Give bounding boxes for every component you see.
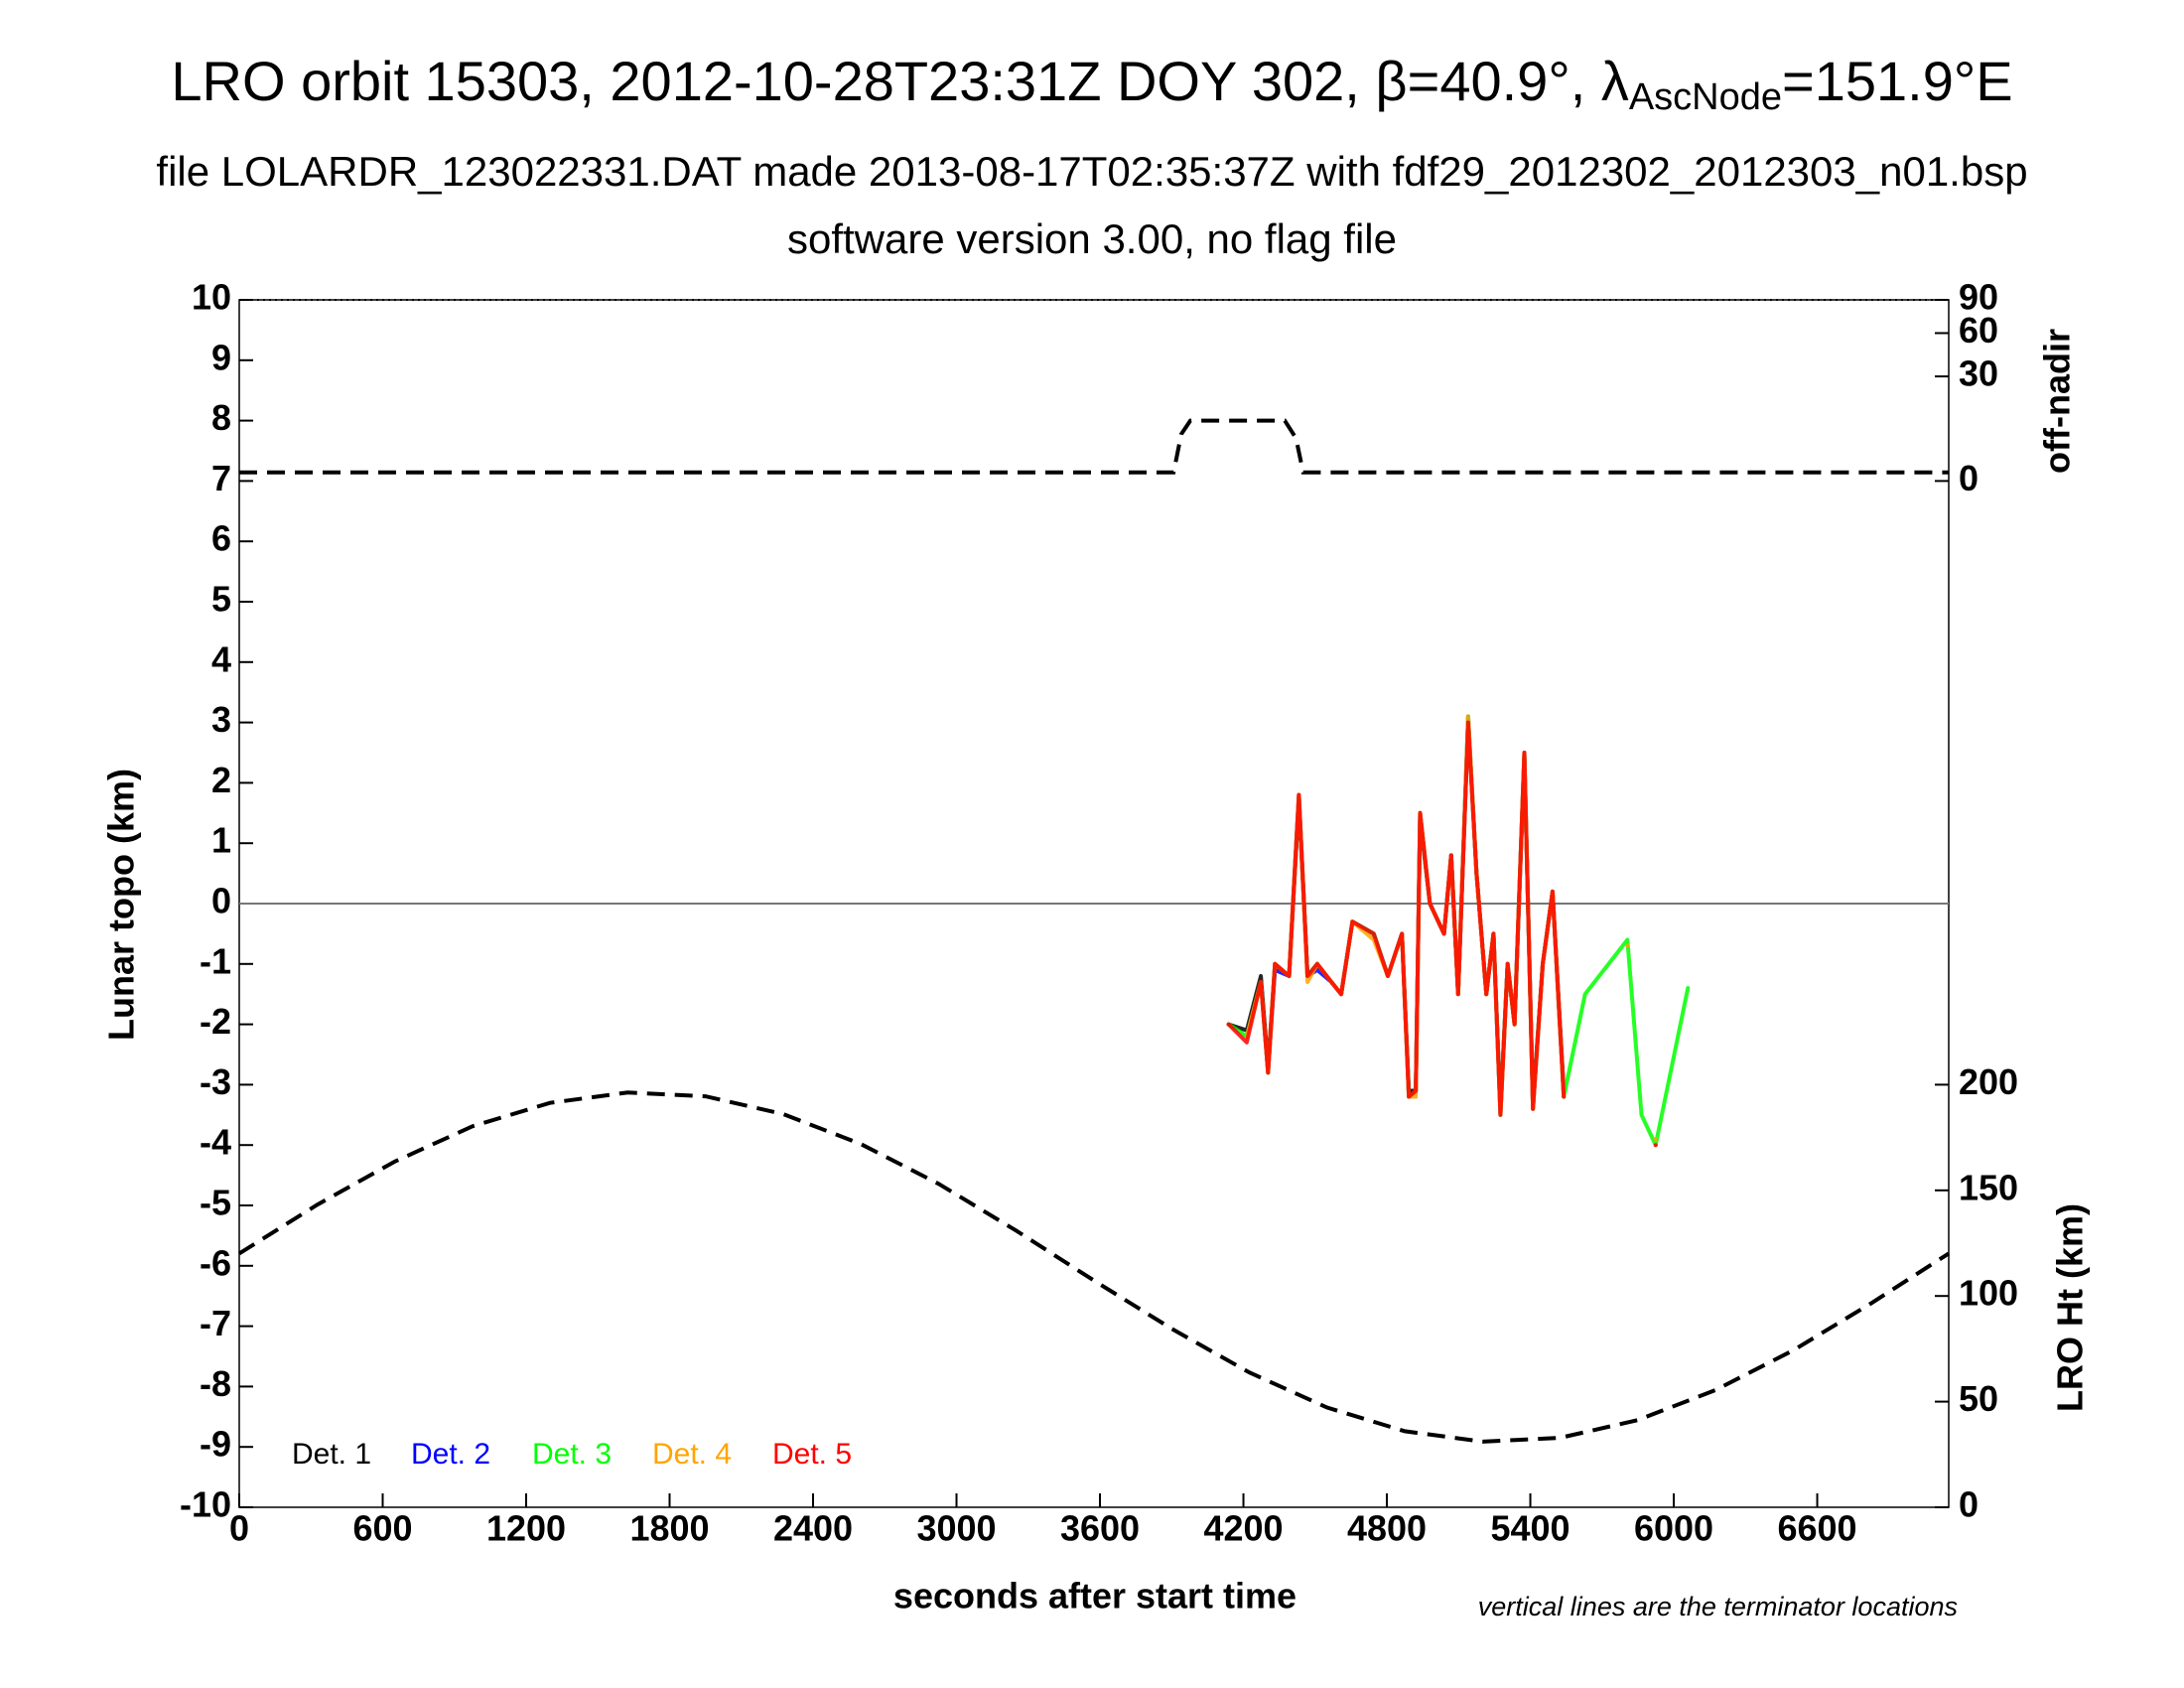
legend-entry: Det. 1	[292, 1438, 371, 1471]
legend-entry: Det. 5	[772, 1438, 852, 1471]
y-tick-label: 1	[211, 820, 231, 861]
note: vertical lines are the terminator locati…	[1478, 1592, 1958, 1621]
y-tick-label: -8	[200, 1363, 231, 1404]
y-tick-label: -3	[200, 1061, 231, 1102]
y-tick-label: 4	[211, 638, 231, 679]
x-tick-label: 4200	[1203, 1508, 1283, 1549]
y2-tick-label: 0	[1959, 458, 1979, 498]
y-tick-label: -5	[200, 1183, 231, 1223]
topo-trace	[1226, 720, 1567, 1111]
x-tick-label: 0	[229, 1508, 249, 1549]
y2-tick-label: 60	[1959, 310, 1998, 351]
y-tick-label: 8	[211, 397, 231, 438]
x-tick-label: 3000	[916, 1508, 996, 1549]
y-tick-label: -2	[200, 1001, 231, 1042]
x-tick-label: 3600	[1060, 1508, 1140, 1549]
off-nadir-line	[239, 418, 1949, 475]
y3-tick-label: 200	[1959, 1061, 2018, 1102]
y-tick-label: 3	[211, 699, 231, 740]
y2-tick-label: 90	[1959, 277, 1998, 318]
x-tick-label: 2400	[773, 1508, 853, 1549]
subtitle2: software version 3.00, no flag file	[787, 215, 1397, 262]
title-subscript: AscNode	[1629, 76, 1782, 118]
chart-title: LRO orbit 15303, 2012-10-28T23:31Z DOY 3…	[171, 50, 2012, 118]
y-tick-label: 7	[211, 458, 231, 498]
y-tick-label: 5	[211, 579, 231, 620]
x-tick-label: 4800	[1347, 1508, 1427, 1549]
legend-entry: Det. 3	[532, 1438, 612, 1471]
topo-trace	[1226, 720, 1567, 1117]
y-tick-label: -9	[200, 1424, 231, 1465]
y-tick-label: -6	[200, 1242, 231, 1283]
x-tick-label: 5400	[1490, 1508, 1570, 1549]
y3-tick-label: 150	[1959, 1167, 2018, 1207]
x-tick-label: 1800	[629, 1508, 709, 1549]
x-tick-label: 1200	[486, 1508, 566, 1549]
x-tick-label: 6600	[1777, 1508, 1856, 1549]
height-line	[237, 1090, 1951, 1444]
y3-tick-label: 0	[1959, 1484, 1979, 1525]
y3-axis-label: LRO Ht (km)	[2050, 1203, 2091, 1412]
topo-trace	[1226, 714, 1691, 1148]
x-tick-label: 6000	[1634, 1508, 1713, 1549]
y-tick-label: -7	[200, 1303, 231, 1343]
y-tick-label: 9	[211, 337, 231, 377]
y2-axis-label: off-nadir	[2037, 329, 2078, 474]
y-axis-label: Lunar topo (km)	[101, 769, 142, 1041]
x-tick-label: 600	[352, 1508, 412, 1549]
y3-tick-label: 50	[1959, 1378, 1998, 1419]
y-tick-label: 2	[211, 760, 231, 800]
y-tick-label: -4	[200, 1122, 231, 1163]
y-tick-label: 6	[211, 518, 231, 559]
legend-entry: Det. 2	[411, 1438, 490, 1471]
y-tick-label: -1	[200, 940, 231, 981]
y3-tick-label: 100	[1959, 1273, 2018, 1314]
y-tick-label: -10	[180, 1484, 231, 1525]
y-tick-label: 0	[211, 881, 231, 921]
y-tick-label: 10	[192, 277, 231, 318]
subtitle: file LOLARDR_123022331.DAT made 2013-08-…	[156, 148, 2027, 195]
title-main: LRO orbit 15303, 2012-10-28T23:31Z DOY 3…	[171, 50, 1628, 112]
x-axis-label: seconds after start time	[893, 1576, 1297, 1617]
legend-entry: Det. 4	[652, 1438, 732, 1471]
title-suffix: =151.9°E	[1782, 50, 2013, 112]
y2-tick-label: 30	[1959, 353, 1998, 394]
